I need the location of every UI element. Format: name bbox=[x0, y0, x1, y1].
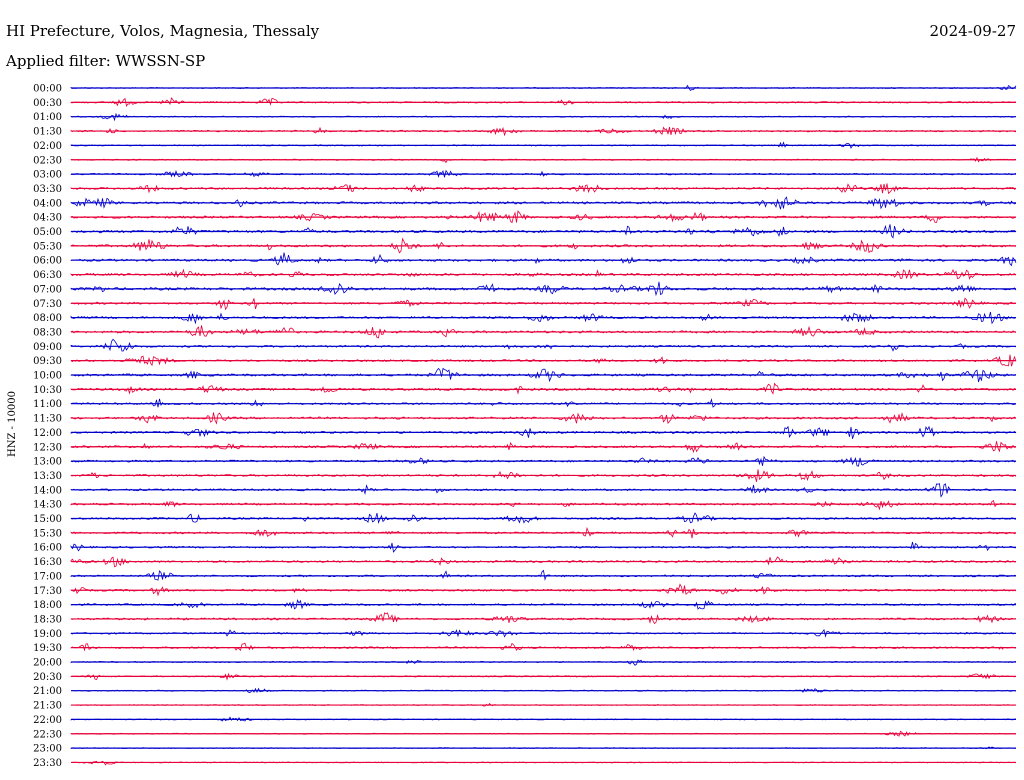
row-time-label: 18:30 bbox=[33, 614, 62, 625]
row-time-label: 11:30 bbox=[33, 414, 62, 425]
trace-line bbox=[70, 659, 1017, 666]
row-time-label: 19:00 bbox=[33, 629, 62, 640]
row-time-label: 14:30 bbox=[33, 500, 62, 511]
row-time-label: 10:30 bbox=[33, 385, 62, 396]
trace-line bbox=[70, 642, 1017, 652]
row-time-label: 23:30 bbox=[33, 758, 62, 769]
row-time-label: 00:00 bbox=[33, 84, 62, 95]
row-time-label: 09:00 bbox=[33, 342, 62, 353]
trace-line bbox=[70, 252, 1017, 267]
row-time-label: 07:30 bbox=[33, 299, 62, 310]
row-time-label: 08:00 bbox=[33, 313, 62, 324]
trace-line bbox=[70, 612, 1017, 625]
row-time-label: 03:00 bbox=[33, 170, 62, 181]
row-time-label: 20:30 bbox=[33, 672, 62, 683]
row-time-label: 09:30 bbox=[33, 356, 62, 367]
row-time-label: 02:30 bbox=[33, 155, 62, 166]
row-time-label: 13:30 bbox=[33, 471, 62, 482]
row-time-label: 22:00 bbox=[33, 715, 62, 726]
row-time-label: 18:00 bbox=[33, 600, 62, 611]
row-time-label: 15:30 bbox=[33, 528, 62, 539]
row-time-label: 23:00 bbox=[33, 744, 62, 755]
row-time-label: 04:00 bbox=[33, 198, 62, 209]
row-time-label: 01:00 bbox=[33, 112, 62, 123]
row-time-label: 01:30 bbox=[33, 127, 62, 138]
trace-line bbox=[70, 338, 1017, 352]
trace-line bbox=[70, 382, 1017, 395]
row-time-label: 22:30 bbox=[33, 729, 62, 740]
row-time-label: 06:30 bbox=[33, 270, 62, 281]
row-time-label: 11:00 bbox=[33, 399, 62, 410]
row-time-label: 12:30 bbox=[33, 442, 62, 453]
row-time-label: 10:00 bbox=[33, 371, 62, 382]
row-time-label: 17:30 bbox=[33, 586, 62, 597]
trace-rows: 00:00 00:30 01:00 01:30 02:00 02:30 03:00 03:30… bbox=[33, 84, 1017, 769]
row-time-label: 19:30 bbox=[33, 643, 62, 654]
row-time-label: 02:00 bbox=[33, 141, 62, 152]
chart-title: HI Prefecture, Volos, Magnesia, Thessaly bbox=[6, 22, 320, 40]
row-time-label: 14:00 bbox=[33, 485, 62, 496]
trace-line bbox=[70, 569, 1017, 581]
y-axis-label: HNZ - 10000 bbox=[7, 391, 18, 457]
row-time-label: 21:30 bbox=[33, 701, 62, 712]
trace-line bbox=[70, 499, 1017, 511]
row-time-label: 05:30 bbox=[33, 241, 62, 252]
chart-date: 2024-09-27 bbox=[930, 22, 1016, 40]
applied-filter-label: Applied filter: WWSSN-SP bbox=[5, 52, 205, 70]
row-time-label: 15:00 bbox=[33, 514, 62, 525]
row-time-label: 08:30 bbox=[33, 327, 62, 338]
row-time-label: 04:30 bbox=[33, 213, 62, 224]
row-time-label: 06:00 bbox=[33, 256, 62, 267]
trace-line bbox=[70, 398, 1017, 408]
row-time-label: 03:30 bbox=[33, 184, 62, 195]
row-time-label: 17:00 bbox=[33, 571, 62, 582]
row-time-label: 20:00 bbox=[33, 658, 62, 669]
row-time-label: 05:00 bbox=[33, 227, 62, 238]
row-time-label: 16:00 bbox=[33, 543, 62, 554]
row-time-label: 07:00 bbox=[33, 284, 62, 295]
row-time-label: 12:00 bbox=[33, 428, 62, 439]
row-time-label: 13:00 bbox=[33, 457, 62, 468]
row-time-label: 21:00 bbox=[33, 686, 62, 697]
row-time-label: 16:30 bbox=[33, 557, 62, 568]
row-time-label: 00:30 bbox=[33, 98, 62, 109]
